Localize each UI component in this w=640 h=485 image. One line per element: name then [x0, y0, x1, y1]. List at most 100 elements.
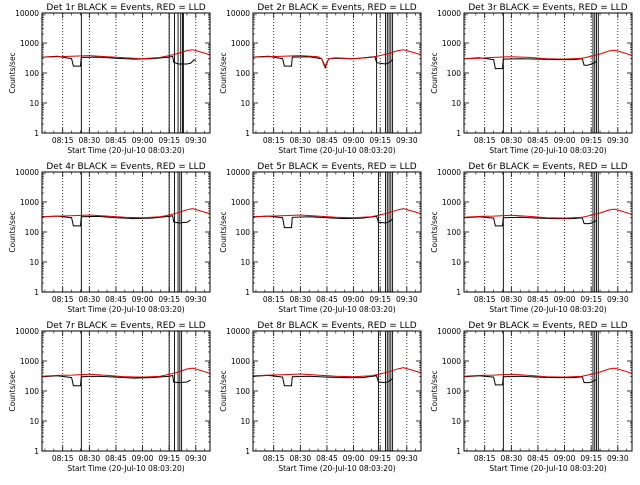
series-line-events — [253, 55, 393, 70]
x-tick-label: 09:30 — [396, 454, 418, 463]
x-tick-label: 08:15 — [263, 454, 285, 463]
series-line-events — [464, 57, 597, 70]
y-tick-label: 100 — [236, 69, 251, 78]
x-tick-label: 08:30 — [290, 136, 312, 145]
x-tick-label: 08:15 — [474, 136, 496, 145]
x-tick-label: 09:15 — [580, 454, 602, 463]
x-tick-label: 08:30 — [79, 454, 101, 463]
x-tick-label: 08:30 — [79, 136, 101, 145]
series-line-events — [253, 215, 393, 229]
x-tick-label: 09:30 — [185, 136, 207, 145]
chart-panel-9: Det 9r BLACK = Events, RED = LLD 1 10 100 10… — [430, 321, 633, 473]
series-line-lld — [464, 367, 633, 378]
y-tick-label: 100 — [236, 228, 251, 237]
x-tick-label: 09:15 — [369, 295, 391, 304]
series-line-lld — [464, 49, 633, 60]
x-tick-label: 09:15 — [158, 136, 180, 145]
series-line-events — [253, 374, 393, 387]
x-tick-label: 08:15 — [52, 454, 74, 463]
plot-frame — [463, 171, 633, 293]
x-tick-label: 08:30 — [290, 295, 312, 304]
y-tick-label: 10000 — [437, 327, 461, 336]
x-axis-label: Start Time (20-Jul-10 08:03:20) — [67, 305, 184, 314]
y-tick-label: 1000 — [231, 357, 250, 366]
x-tick-label: 08:30 — [501, 136, 523, 145]
y-tick-label: 100 — [25, 228, 40, 237]
x-tick-label: 08:45 — [527, 295, 549, 304]
x-axis-label: Start Time (20-Jul-10 08:03:20) — [67, 464, 184, 473]
y-tick-label: 10000 — [15, 9, 39, 18]
plot-frame — [41, 330, 211, 452]
chart-title: Det 2r BLACK = Events, RED = LLD — [257, 3, 416, 13]
y-tick-label: 100 — [447, 228, 462, 237]
x-tick-label: 08:30 — [501, 454, 523, 463]
x-tick-label: 09:00 — [132, 295, 154, 304]
y-tick-label: 100 — [25, 387, 40, 396]
x-tick-label: 08:45 — [105, 454, 127, 463]
x-tick-label: 08:45 — [105, 136, 127, 145]
y-tick-label: 1000 — [442, 198, 461, 207]
y-tick-label: 1 — [245, 129, 250, 138]
y-axis-label: Counts/sec — [430, 370, 439, 411]
x-tick-label: 08:15 — [474, 454, 496, 463]
y-axis-label: Counts/sec — [8, 370, 17, 411]
y-tick-label: 1 — [34, 288, 39, 297]
chart-panel-1: Det 1r BLACK = Events, RED = LLD 1 10 100 10… — [8, 3, 211, 155]
y-tick-label: 1 — [245, 447, 250, 456]
x-tick-label: 09:30 — [396, 295, 418, 304]
x-tick-label: 09:15 — [158, 295, 180, 304]
x-tick-label: 09:15 — [369, 136, 391, 145]
series-line-events — [42, 374, 191, 387]
x-tick-label: 09:00 — [132, 136, 154, 145]
chart-panel-6: Det 6r BLACK = Events, RED = LLD 1 10 100 10… — [430, 162, 633, 314]
x-tick-label: 08:45 — [316, 454, 338, 463]
y-tick-label: 1000 — [20, 39, 39, 48]
series-line-lld — [253, 49, 422, 68]
series-line-events — [464, 216, 597, 227]
y-tick-label: 100 — [447, 69, 462, 78]
series-line-lld — [42, 208, 211, 219]
y-tick-label: 10 — [451, 258, 461, 267]
y-tick-label: 10000 — [226, 327, 250, 336]
plot-frame — [252, 330, 422, 452]
x-axis-label: Start Time (20-Jul-10 08:03:20) — [278, 464, 395, 473]
x-tick-label: 08:30 — [79, 295, 101, 304]
y-tick-label: 10 — [240, 417, 250, 426]
y-axis-label: Counts/sec — [8, 211, 17, 252]
series-line-lld — [42, 367, 211, 378]
y-tick-label: 1 — [245, 288, 250, 297]
x-tick-label: 08:45 — [527, 136, 549, 145]
y-tick-label: 10000 — [226, 9, 250, 18]
x-tick-label: 08:45 — [527, 454, 549, 463]
y-tick-label: 1 — [34, 129, 39, 138]
x-tick-label: 08:15 — [52, 295, 74, 304]
series-line-events — [464, 375, 597, 386]
chart-title: Det 8r BLACK = Events, RED = LLD — [257, 321, 416, 331]
x-tick-label: 08:45 — [105, 295, 127, 304]
y-tick-label: 1 — [456, 129, 461, 138]
x-tick-label: 09:15 — [158, 454, 180, 463]
y-tick-label: 1000 — [20, 198, 39, 207]
x-tick-label: 09:00 — [343, 295, 365, 304]
x-tick-label: 09:15 — [580, 136, 602, 145]
y-tick-label: 1000 — [231, 198, 250, 207]
x-tick-label: 08:30 — [290, 454, 312, 463]
x-tick-label: 09:30 — [185, 454, 207, 463]
y-tick-label: 10 — [240, 258, 250, 267]
x-tick-label: 09:30 — [607, 136, 629, 145]
y-tick-label: 1 — [456, 288, 461, 297]
y-axis-label: Counts/sec — [219, 52, 228, 93]
series-line-lld — [253, 208, 422, 219]
chart-panel-4: Det 4r BLACK = Events, RED = LLD 1 10 100 10… — [8, 162, 211, 314]
y-tick-label: 100 — [447, 387, 462, 396]
chart-title: Det 3r BLACK = Events, RED = LLD — [468, 3, 627, 13]
y-tick-label: 1000 — [20, 357, 39, 366]
chart-panel-3: Det 3r BLACK = Events, RED = LLD 1 10 100 10… — [430, 3, 633, 155]
series-line-events — [42, 215, 191, 227]
chart-title: Det 5r BLACK = Events, RED = LLD — [257, 162, 416, 172]
y-tick-label: 10 — [240, 99, 250, 108]
y-tick-label: 10000 — [226, 168, 250, 177]
x-axis-label: Start Time (20-Jul-10 08:03:20) — [278, 146, 395, 155]
y-tick-label: 1000 — [442, 39, 461, 48]
